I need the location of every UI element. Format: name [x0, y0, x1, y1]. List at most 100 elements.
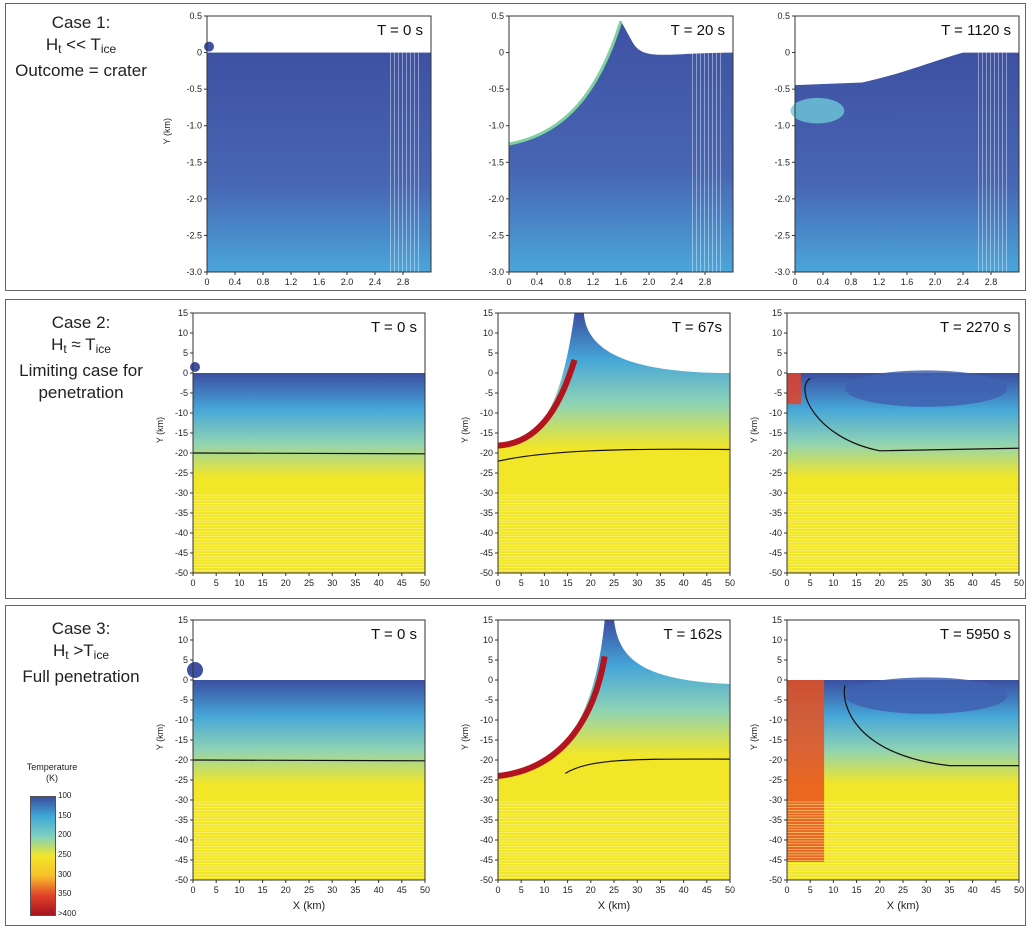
y-axis-label: Y (km) — [460, 417, 470, 443]
y-tick-label: 0.5 — [189, 11, 202, 21]
melt-contour — [192, 452, 426, 455]
x-tick-label: 1.6 — [313, 277, 326, 287]
y-tick-label: -15 — [175, 735, 188, 745]
case2-label: Case 2: Ht ≈ Tice Limiting case for pene… — [6, 312, 156, 404]
case1-outcome: Outcome = crater — [15, 61, 147, 80]
colorbar-tick-label: 300 — [58, 869, 72, 879]
x-tick-label: 20 — [875, 578, 885, 588]
x-tick-label: 45 — [991, 578, 1001, 588]
x-tick-label: 30 — [327, 578, 337, 588]
x-tick-label: 15 — [852, 578, 862, 588]
y-tick-label: 0 — [777, 368, 782, 378]
y-tick-label: 0 — [488, 368, 493, 378]
x-tick-label: 30 — [921, 578, 931, 588]
y-tick-label: -10 — [769, 715, 782, 725]
impactor — [190, 362, 200, 372]
x-axis-label: X (km) — [887, 900, 919, 912]
x-tick-label: 40 — [374, 578, 384, 588]
time-label: T = 5950 s — [940, 626, 1011, 643]
x-tick-label: 2.0 — [643, 277, 656, 287]
y-tick-label: 15 — [178, 308, 188, 318]
plot-panel-case2-3: 15 10 5 0 -5 -10 -15 -20 -25 -30 -35 -40 -45 -50 0 5 10 1… — [745, 308, 1027, 613]
case3-label: Case 3: Ht >Tice Full penetration — [6, 618, 156, 688]
ice-target-body — [498, 620, 730, 880]
time-label: T = 67s — [672, 319, 722, 336]
y-tick-label: -2.5 — [186, 230, 202, 240]
y-tick-label: -15 — [769, 735, 782, 745]
y-tick-label: -20 — [175, 755, 188, 765]
y-tick-label: -5 — [180, 695, 188, 705]
y-tick-label: -3.0 — [186, 267, 202, 277]
y-tick-label: 5 — [488, 348, 493, 358]
y-tick-label: -0.5 — [488, 84, 504, 94]
x-tick-label: 35 — [350, 578, 360, 588]
x-tick-label: 15 — [258, 885, 268, 895]
time-label: T = 0 s — [371, 319, 417, 336]
x-tick-label: 25 — [304, 578, 314, 588]
y-tick-label: -15 — [480, 428, 493, 438]
x-tick-label: 40 — [679, 578, 689, 588]
y-tick-label: 0.5 — [777, 11, 790, 21]
x-tick-label: 20 — [281, 885, 291, 895]
y-tick-label: -35 — [480, 508, 493, 518]
x-tick-label: 25 — [898, 885, 908, 895]
case2-outcome-line2: penetration — [38, 383, 124, 402]
y-tick-label: -10 — [480, 408, 493, 418]
y-tick-label: 10 — [178, 328, 188, 338]
x-tick-label: 30 — [632, 885, 642, 895]
y-tick-label: 5 — [777, 348, 782, 358]
y-tick-label: -45 — [769, 855, 782, 865]
x-tick-label: 0 — [204, 277, 209, 287]
y-tick-label: -45 — [480, 548, 493, 558]
y-tick-label: -45 — [769, 548, 782, 558]
y-tick-label: -5 — [485, 388, 493, 398]
x-tick-label: 0 — [784, 578, 789, 588]
colorbar-gradient — [30, 796, 56, 916]
x-tick-label: 0 — [495, 885, 500, 895]
y-tick-label: -20 — [769, 448, 782, 458]
y-tick-label: 5 — [488, 655, 493, 665]
plot-svg: 0.50-0.5-1.0-1.5-2.0-2.5-3.00 0.4 0.8 1.2 1.… — [162, 11, 432, 287]
y-tick-label: -40 — [175, 835, 188, 845]
x-tick-label: 20 — [281, 578, 291, 588]
x-axis-label: X (km) — [598, 900, 630, 912]
y-tick-label: -35 — [175, 508, 188, 518]
y-tick-label: -30 — [480, 488, 493, 498]
y-tick-label: -10 — [480, 715, 493, 725]
x-tick-label: 45 — [397, 885, 407, 895]
y-tick-label: 0 — [499, 48, 504, 58]
x-tick-label: 25 — [609, 578, 619, 588]
x-tick-label: 1.2 — [873, 277, 886, 287]
colorbar-title: Temperature — [26, 762, 78, 772]
y-tick-label: -1.5 — [488, 157, 504, 167]
x-tick-label: 0 — [190, 885, 195, 895]
y-tick-label: -0.5 — [774, 84, 790, 94]
y-tick-label: -40 — [480, 835, 493, 845]
y-axis-label: Y (km) — [162, 118, 172, 144]
y-tick-label: 15 — [483, 308, 493, 318]
x-tick-label: 5 — [808, 578, 813, 588]
y-tick-label: -35 — [480, 815, 493, 825]
y-tick-label: -2.5 — [774, 230, 790, 240]
y-tick-label: -35 — [175, 815, 188, 825]
x-tick-label: 40 — [968, 885, 978, 895]
x-tick-label: 40 — [679, 885, 689, 895]
case2-outcome-line1: Limiting case for — [19, 361, 143, 380]
cold-lens — [845, 370, 1008, 407]
x-tick-label: 0.8 — [559, 277, 572, 287]
x-tick-label: 25 — [609, 885, 619, 895]
y-tick-label: 0 — [183, 675, 188, 685]
melt-contour — [497, 448, 731, 462]
colorbar-tick-label: 350 — [58, 889, 72, 899]
y-tick-label: -10 — [175, 715, 188, 725]
ice-target-body — [207, 52, 431, 273]
y-tick-label: 10 — [178, 635, 188, 645]
case2-condition: Ht ≈ Tice — [51, 335, 111, 356]
x-tick-label: 35 — [655, 885, 665, 895]
y-tick-label: -50 — [769, 568, 782, 578]
x-tick-label: 2.0 — [341, 277, 354, 287]
y-tick-label: -20 — [480, 755, 493, 765]
y-tick-label: -20 — [480, 448, 493, 458]
